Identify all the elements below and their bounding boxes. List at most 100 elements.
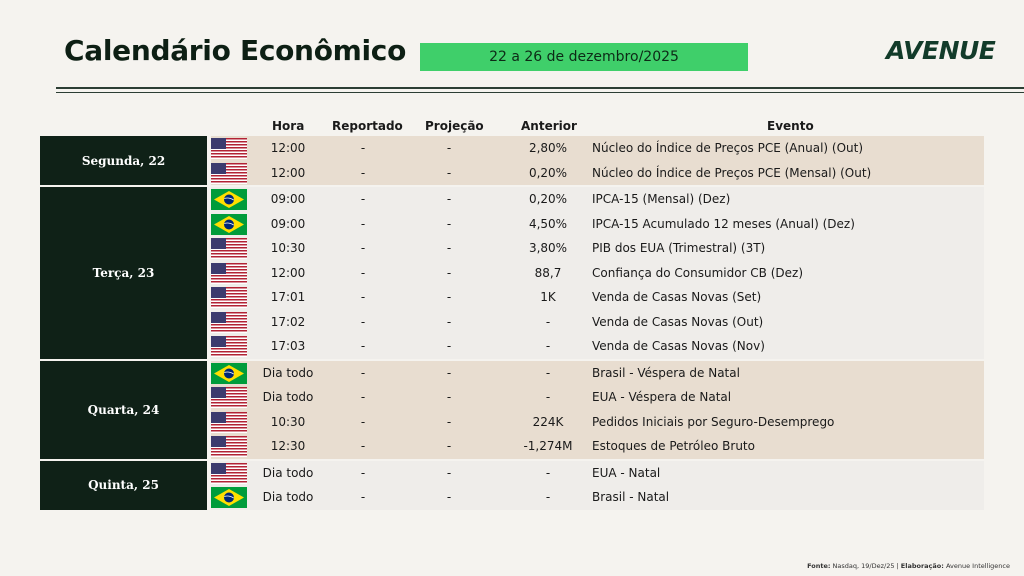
table-row: 12:30 - - -1,274M Estoques de Petróleo Bruto	[211, 434, 984, 459]
day-group: Segunda, 22 12:00 - - 2,80% Núcleo do Índice…	[40, 136, 984, 185]
previous-cell: 3,80%	[528, 241, 568, 255]
event-cell: IPCA-15 (Mensal) (Dez)	[592, 192, 731, 206]
projection-cell: -	[446, 390, 452, 404]
table-row: Dia todo - - - Brasil - Véspera de Natal	[211, 360, 984, 385]
reported-cell: -	[360, 216, 366, 231]
us-flag-icon	[211, 162, 247, 184]
event-cell: Venda de Casas Novas (Set)	[592, 290, 762, 304]
time-cell: Dia todo	[262, 390, 314, 404]
previous-cell: 1K	[540, 290, 556, 304]
projection-cell: -	[446, 465, 452, 480]
header-anterior: Anterior	[521, 119, 577, 133]
previous-cell: -	[545, 465, 551, 480]
table-row: 09:00 - - 0,20% IPCA-15 (Mensal) (Dez)	[211, 187, 984, 212]
header-reportado: Reportado	[332, 119, 403, 133]
projection-cell: -	[446, 414, 452, 429]
previous-cell: 2,80%	[528, 141, 568, 155]
table-row: Dia todo - - - EUA - Natal	[211, 460, 984, 485]
reported-cell: -	[360, 165, 366, 180]
time-cell: 10:30	[270, 241, 306, 255]
brazil-flag-icon	[211, 487, 247, 508]
brazil-flag-icon	[211, 362, 247, 384]
table-body: Segunda, 22 12:00 - - 2,80% Núcleo do Índice…	[40, 136, 984, 510]
time-cell: 09:00	[270, 216, 306, 231]
projection-cell: -	[446, 216, 452, 231]
previous-cell: -	[545, 365, 551, 380]
previous-cell: -	[545, 314, 551, 329]
time-cell: 17:03	[270, 339, 306, 353]
day-label: Quinta, 25	[40, 460, 207, 510]
calendar-table: Hora Reportado Projeção Anterior Evento …	[40, 117, 984, 510]
projection-cell: -	[446, 141, 452, 155]
previous-cell: 4,50%	[528, 216, 568, 231]
event-cell: Pedidos Iniciais por Seguro-Desemprego	[592, 414, 835, 429]
reported-cell: -	[360, 314, 366, 329]
previous-cell: 0,20%	[528, 165, 568, 180]
event-cell: IPCA-15 Acumulado 12 meses (Anual) (Dez)	[592, 216, 855, 231]
reported-cell: -	[360, 339, 366, 353]
time-cell: 17:01	[270, 290, 306, 304]
event-cell: Confiança do Consumidor CB (Dez)	[592, 265, 804, 280]
brazil-flag-icon	[211, 189, 247, 210]
reported-cell: -	[360, 390, 366, 404]
reported-cell: -	[360, 290, 366, 304]
day-group: Quinta, 25 Dia todo - - - EUA - Natal Dia to…	[40, 458, 984, 510]
day-group: Terça, 23 09:00 - - 0,20% IPCA-15 (Mensal) (…	[40, 185, 984, 359]
time-cell: 09:00	[270, 192, 306, 206]
reported-cell: -	[360, 265, 366, 280]
divider	[56, 87, 1024, 89]
time-cell: 10:30	[270, 414, 306, 429]
day-label: Terça, 23	[40, 187, 207, 359]
table-row: 17:03 - - - Venda de Casas Novas (Nov)	[211, 334, 984, 359]
time-cell: 12:00	[270, 165, 306, 180]
avenue-logo: AVENUE	[886, 36, 996, 65]
time-cell: 12:30	[270, 439, 306, 453]
us-flag-icon	[211, 336, 247, 357]
event-cell: Brasil - Véspera de Natal	[592, 365, 740, 380]
reported-cell: -	[360, 141, 366, 155]
event-cell: Núcleo do Índice de Preços PCE (Mensal) …	[592, 165, 872, 180]
table-header: Hora Reportado Projeção Anterior Evento	[40, 117, 984, 136]
table-row: 09:00 - - 4,50% IPCA-15 Acumulado 12 meses (…	[211, 211, 984, 236]
projection-cell: -	[446, 339, 452, 353]
projection-cell: -	[446, 490, 452, 504]
previous-cell: -1,274M	[523, 439, 573, 453]
header-projecao: Projeção	[425, 119, 484, 133]
us-flag-icon	[211, 262, 247, 284]
reported-cell: -	[360, 465, 366, 480]
table-row: 10:30 - - 224K Pedidos Iniciais por Seguro-D…	[211, 409, 984, 434]
projection-cell: -	[446, 439, 452, 453]
us-flag-icon	[211, 411, 247, 433]
table-row: 17:02 - - - Venda de Casas Novas (Out)	[211, 309, 984, 334]
time-cell: 17:02	[270, 314, 306, 329]
event-cell: Brasil - Natal	[592, 490, 670, 504]
event-cell: EUA - Natal	[592, 465, 661, 480]
header-hora: Hora	[272, 119, 305, 133]
table-row: 12:00 - - 0,20% Núcleo do Índice de Preços P…	[211, 160, 984, 185]
event-cell: PIB dos EUA (Trimestral) (3T)	[592, 241, 766, 255]
event-cell: Venda de Casas Novas (Out)	[592, 314, 764, 329]
reported-cell: -	[360, 241, 366, 255]
projection-cell: -	[446, 241, 452, 255]
event-cell: Núcleo do Índice de Preços PCE (Anual) (…	[592, 141, 864, 155]
day-label: Quarta, 24	[40, 360, 207, 459]
previous-cell: -	[545, 339, 551, 353]
us-flag-icon	[211, 387, 247, 408]
projection-cell: -	[446, 265, 452, 280]
brazil-flag-icon	[211, 213, 247, 235]
projection-cell: -	[446, 165, 452, 180]
time-cell: 12:00	[270, 141, 306, 155]
table-row: 12:00 - - 88,7 Confiança do Consumidor CB (D…	[211, 260, 984, 285]
us-flag-icon	[211, 138, 247, 159]
projection-cell: -	[446, 192, 452, 206]
page-title: Calendário Econômico	[64, 34, 407, 67]
reported-cell: -	[360, 192, 366, 206]
table-row: Dia todo - - - EUA - Véspera de Natal	[211, 385, 984, 410]
table-row: 17:01 - - 1K Venda de Casas Novas (Set)	[211, 285, 984, 310]
time-cell: Dia todo	[262, 465, 314, 480]
event-cell: Estoques de Petróleo Bruto	[592, 439, 755, 453]
table-row: 12:00 - - 2,80% Núcleo do Índice de Preços P…	[211, 136, 984, 161]
reported-cell: -	[360, 439, 366, 453]
event-cell: EUA - Véspera de Natal	[592, 390, 732, 404]
table-row: Dia todo - - - Brasil - Natal	[211, 485, 984, 510]
